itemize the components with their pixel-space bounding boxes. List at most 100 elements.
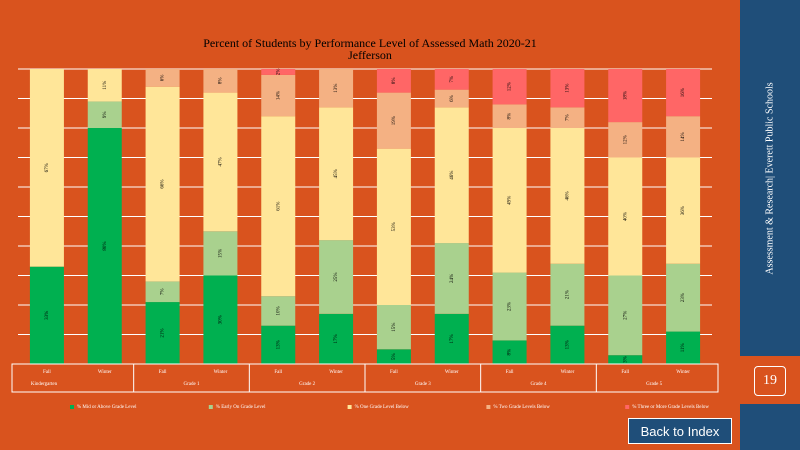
legend-label: % Two Grade Levels Below [493, 405, 550, 410]
legend-swatch [625, 405, 630, 409]
bar-segment [550, 107, 585, 128]
bar-segment [319, 107, 354, 241]
x-tick-label: Winter [98, 370, 112, 375]
page-number: 19 [754, 366, 786, 396]
data-label: 13% [566, 84, 571, 93]
data-label: 16% [681, 88, 686, 97]
bar-segment [203, 275, 238, 364]
bar-segment [261, 325, 296, 364]
bar-segment [203, 92, 238, 232]
x-tick-label: Winter [445, 370, 459, 375]
group-label: Grade 4 [531, 382, 547, 387]
bar-segment [261, 296, 296, 326]
data-label: 5% [392, 353, 397, 360]
bar-segment [145, 302, 180, 364]
data-label: 17% [450, 334, 455, 343]
data-label: 46% [566, 191, 571, 200]
bar-segment [261, 69, 296, 75]
bar-segment [434, 89, 469, 108]
data-label: 66% [161, 179, 166, 188]
bar-segment [376, 305, 411, 350]
group-label: Grade 2 [299, 382, 315, 387]
legend-label: % One Grade Level Below [355, 405, 410, 410]
bar-segment [87, 101, 122, 128]
bar-segment [319, 240, 354, 314]
data-label: 10% [276, 306, 281, 315]
data-label: 8% [508, 349, 513, 356]
group-label: Grade 1 [184, 382, 200, 387]
legend-swatch [70, 405, 74, 409]
bar-segment [145, 69, 180, 87]
sidebar-text: Assessment & Research| Everett Public Sc… [764, 81, 776, 275]
bar-segment [145, 281, 180, 303]
data-label: 40% [623, 212, 628, 221]
x-tick-label: Fall [506, 370, 514, 375]
data-label: 61% [276, 202, 281, 211]
back-button[interactable]: Back to Index [628, 418, 732, 444]
bar-segment [608, 157, 643, 276]
chart: Percent of Students by Performance Level… [11, 36, 719, 410]
bar-segment [666, 157, 701, 264]
bar-segment [434, 107, 469, 244]
data-label: 15% [392, 323, 397, 332]
bar-segment [492, 69, 527, 105]
bar-segment [666, 116, 701, 158]
data-label: 17% [334, 334, 339, 343]
data-label: 8% [392, 77, 397, 84]
data-label: 6% [450, 95, 455, 102]
group-label: Kindergarten [31, 382, 58, 387]
bar-segment [550, 325, 585, 364]
legend-swatch [347, 405, 352, 409]
data-label: 19% [392, 116, 397, 125]
data-label: 13% [334, 84, 339, 93]
bar-segment [550, 69, 585, 108]
bar-segment [319, 313, 354, 364]
bar-segment [203, 231, 238, 276]
bar-segment [666, 263, 701, 332]
data-label: 13% [566, 340, 571, 349]
bar-segment [376, 349, 411, 364]
data-label: 30% [219, 315, 224, 324]
x-tick-label: Fall [621, 370, 629, 375]
data-label: 12% [623, 135, 628, 144]
data-label: 8% [508, 113, 513, 120]
legend-label: % Mid or Above Grade Level [77, 405, 137, 410]
data-label: 8% [219, 77, 224, 84]
data-label: 2% [276, 69, 281, 76]
bar-segment [203, 69, 238, 93]
x-tick-label: Fall [43, 370, 51, 375]
bar-segment [492, 104, 527, 128]
data-label: 14% [681, 132, 686, 141]
data-label: 11% [681, 343, 686, 352]
data-label: 23% [508, 302, 513, 311]
bar-segment [376, 69, 411, 93]
bar-segment [608, 355, 643, 364]
bar-segment [492, 128, 527, 273]
data-label: 14% [276, 91, 281, 100]
chart-subtitle: Jefferson [348, 48, 392, 62]
bar-segment [29, 69, 64, 267]
group-label: Grade 3 [415, 382, 431, 387]
x-tick-label: Fall [159, 370, 167, 375]
bar-segment [87, 69, 122, 102]
legend-swatch [208, 405, 213, 409]
data-label: 21% [566, 290, 571, 299]
data-label: 6% [161, 75, 166, 82]
legend-label: % Three or More Grade Levels Below [632, 405, 709, 410]
group-label: Grade 5 [646, 382, 662, 387]
bar-segment [145, 86, 180, 282]
page-number-box: 19 [740, 356, 800, 404]
bar-segment [608, 275, 643, 356]
footer-bar [740, 404, 800, 450]
data-label: 53% [392, 222, 397, 231]
data-label: 67% [45, 163, 50, 172]
data-label: 13% [276, 340, 281, 349]
data-label: 46% [450, 171, 455, 180]
data-label: 25% [334, 272, 339, 281]
sidebar-text-box: Assessment & Research| Everett Public Sc… [740, 0, 800, 356]
bar-segment [376, 148, 411, 305]
data-label: 11% [103, 81, 108, 90]
legend-label: % Early On Grade Level [216, 405, 266, 410]
bar-segment [492, 340, 527, 364]
